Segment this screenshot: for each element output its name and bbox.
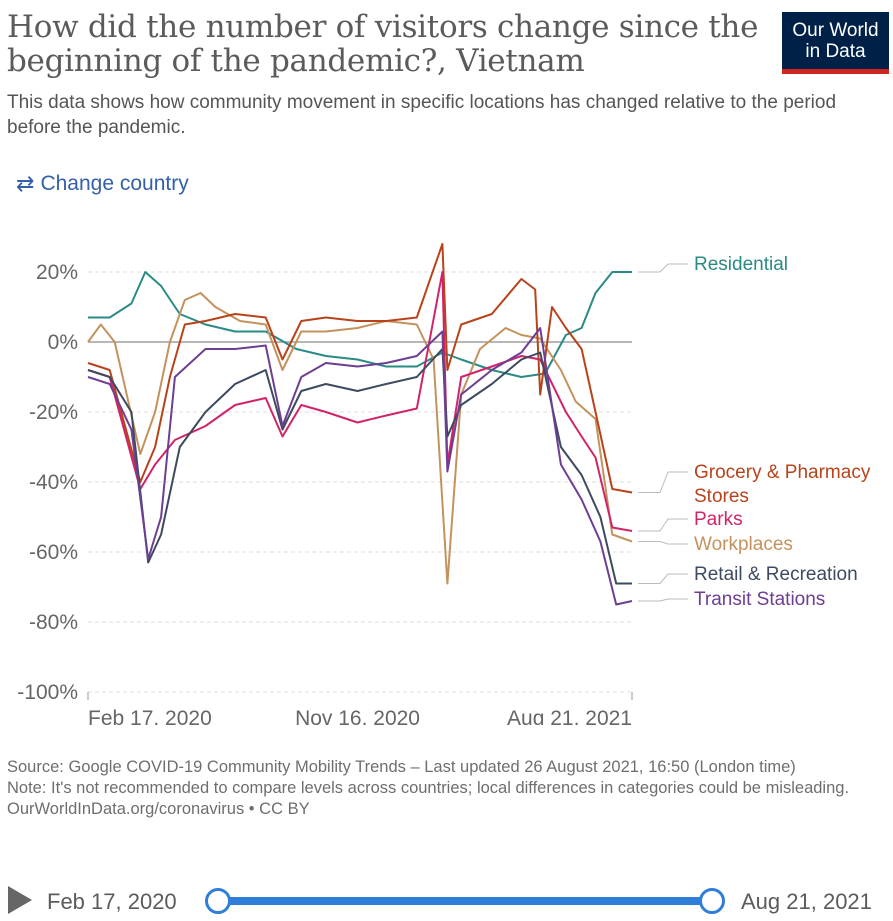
y-tick-label: -80%	[29, 611, 78, 634]
x-tick-label: Aug 21, 2021	[507, 707, 632, 725]
series-end-label[interactable]: Grocery & Pharmacy	[694, 462, 871, 483]
timeline: Feb 17, 2020 Aug 21, 2021	[0, 880, 893, 921]
y-tick-label: -40%	[29, 471, 78, 494]
swap-arrows-icon: ⇄	[16, 171, 35, 196]
line-chart: 20% 0% -20% -40% -60% -80% -100% Feb 17, 2020 No…	[17, 243, 871, 725]
y-tick-label: 0%	[48, 331, 78, 354]
x-tick-label: Nov 16, 2020	[295, 707, 420, 725]
series-line-retail-recreation[interactable]	[87, 348, 632, 585]
series-end-label[interactable]: Residential	[694, 254, 788, 275]
x-tick-label: Feb 17, 2020	[88, 707, 212, 725]
series-end-label[interactable]: Parks	[694, 509, 743, 530]
change-country-label: Change country	[40, 172, 189, 195]
chart-subtitle: This data shows how community movement i…	[7, 92, 837, 138]
change-country-button[interactable]: ⇄ Change country	[16, 172, 189, 196]
y-tick-label: -100%	[17, 681, 78, 704]
series-end-label[interactable]: Stores	[694, 486, 749, 507]
logo-line-2: in Data	[805, 41, 866, 62]
y-tick-label: 20%	[36, 261, 78, 284]
chart-title: How did the number of visitors change si…	[7, 9, 759, 79]
play-icon[interactable]	[8, 886, 32, 914]
series-line-residential[interactable]	[88, 271, 632, 378]
series-line-grocery-pharmacy-stores[interactable]	[87, 243, 633, 494]
y-tick-label: -20%	[29, 401, 78, 424]
series-end-label[interactable]: Workplaces	[694, 534, 793, 555]
timeline-start-handle[interactable]	[205, 888, 231, 914]
series-end-label[interactable]: Retail & Recreation	[694, 564, 858, 585]
source-text: Source: Google COVID-19 Community Mobili…	[7, 758, 796, 776]
label-leader-line	[638, 541, 688, 545]
source-url-link[interactable]: OurWorldInData.org/coronavirus • CC BY	[7, 800, 310, 818]
label-leader-line	[638, 263, 688, 273]
timeline-track[interactable]	[218, 897, 712, 905]
series-line-transit-stations[interactable]	[87, 327, 633, 606]
y-tick-label: -60%	[29, 541, 78, 564]
note-text: Note: It's not recommended to compare le…	[7, 779, 850, 797]
series-end-label[interactable]: Transit Stations	[694, 589, 825, 610]
chart-footer: Source: Google COVID-19 Community Mobili…	[7, 757, 867, 820]
timeline-end-label: Aug 21, 2021	[741, 889, 872, 914]
series-line-parks[interactable]	[87, 271, 633, 532]
label-leader-line	[638, 518, 688, 532]
owid-logo[interactable]: Our World in Data	[782, 12, 889, 74]
label-leader-line	[638, 471, 688, 493]
label-leader-line	[638, 598, 688, 602]
logo-line-1: Our World	[792, 20, 879, 41]
label-leader-line	[638, 573, 688, 584]
timeline-start-label: Feb 17, 2020	[47, 889, 177, 914]
timeline-end-handle[interactable]	[699, 888, 725, 914]
